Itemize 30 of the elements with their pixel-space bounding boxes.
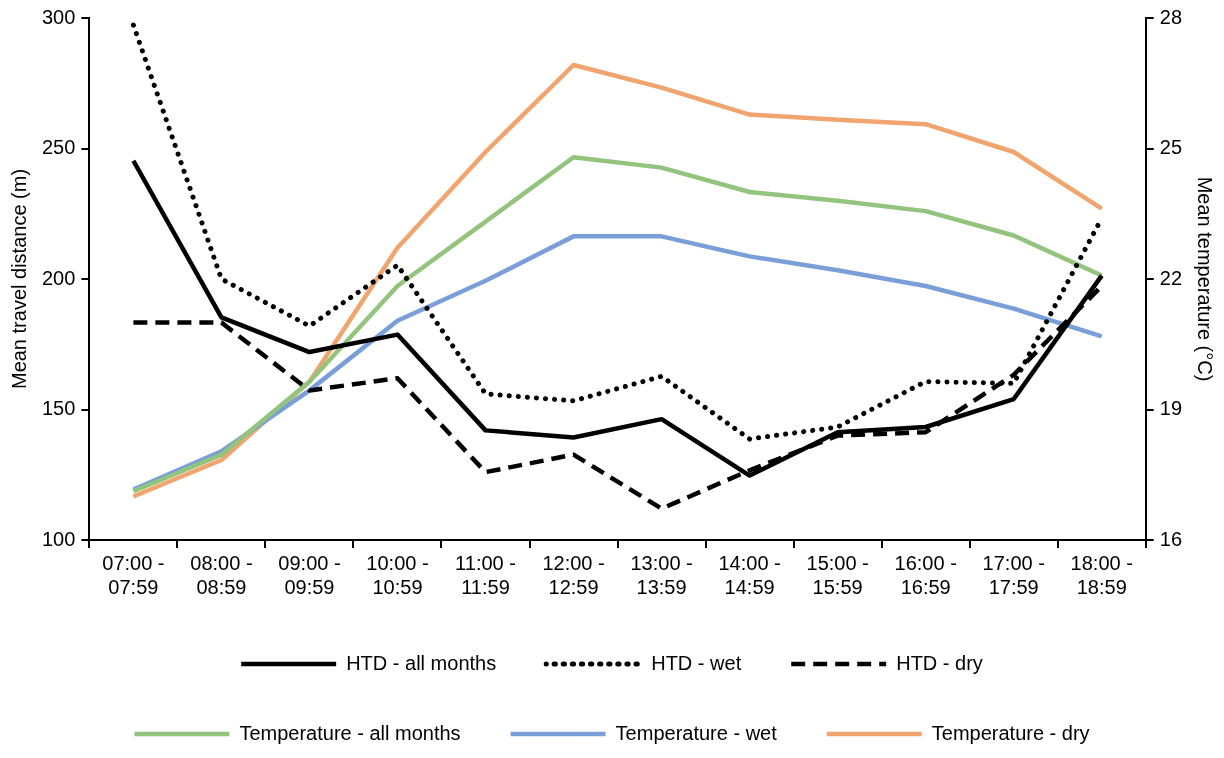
y2-tick-label: 28 <box>1159 5 1182 28</box>
x-tick-label: 07:00 - 07:59 <box>102 551 165 598</box>
legend-label: Temperature - all months <box>239 721 461 744</box>
y2-tick-label: 25 <box>1159 136 1182 159</box>
x-tick-label: 14:00 - 14:59 <box>718 551 781 598</box>
y-tick-label: 150 <box>41 397 76 420</box>
x-tick-label: 17:00 - 17:59 <box>982 551 1045 598</box>
x-tick-label: 15:00 - 15:59 <box>806 551 869 598</box>
y-tick-label: 300 <box>41 5 76 28</box>
x-tick-label: 16:00 - 16:59 <box>894 551 957 598</box>
legend-label: Temperature - wet <box>615 721 778 744</box>
y2-tick-label: 22 <box>1159 266 1182 289</box>
legend-label: HTD - dry <box>896 651 983 674</box>
x-tick-label: 12:00 - 12:59 <box>542 551 605 598</box>
x-tick-label: 09:00 - 09:59 <box>278 551 341 598</box>
legend-label: HTD - wet <box>651 651 742 674</box>
legend-label: HTD - all months <box>346 651 497 674</box>
legend-label: Temperature - dry <box>931 721 1090 744</box>
x-tick-label: 13:00 - 13:59 <box>630 551 693 598</box>
x-tick-label: 08:00 - 08:59 <box>190 551 253 598</box>
x-tick-label: 11:00 - 11:59 <box>455 551 516 598</box>
x-tick-label: 18:00 - 18:59 <box>1070 551 1133 598</box>
y-tick-label: 200 <box>41 266 76 289</box>
y2-tick-label: 19 <box>1159 397 1182 420</box>
y2-tick-label: 16 <box>1159 527 1182 550</box>
y2-axis-title: Mean temperature (°C) <box>1194 176 1217 382</box>
y-tick-label: 250 <box>41 136 76 159</box>
x-tick-label: 10:00 - 10:59 <box>366 551 429 598</box>
y-tick-label: 100 <box>41 527 76 550</box>
y-axis-title: Mean travel distance (m) <box>7 168 30 390</box>
